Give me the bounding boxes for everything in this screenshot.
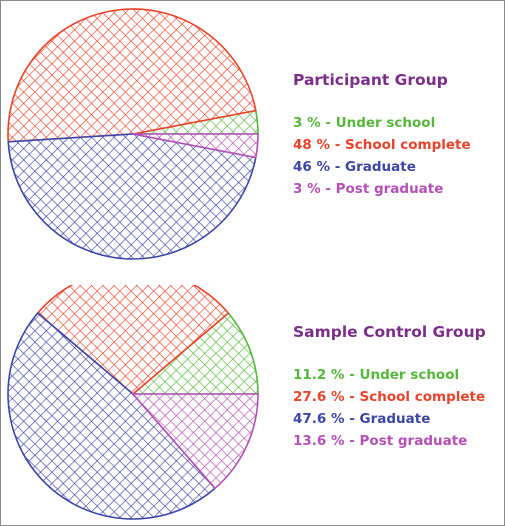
pie-slice-post-graduate: [131, 393, 259, 490]
legend-item-school-complete: 48 % - School complete: [293, 137, 471, 153]
pie-slice-post-graduate: [132, 133, 259, 159]
pie-slice-under-school: [130, 311, 259, 395]
chart-title: Sample Control Group: [293, 323, 486, 341]
participant-group-pie: [7, 8, 259, 260]
pie-slice-graduate: [7, 311, 217, 520]
sample-control-group-legend: Sample Control Group 11.2 % - Under scho…: [293, 323, 486, 452]
chart-title: Participant Group: [293, 71, 448, 89]
legend-item-post-graduate: 3 % - Post graduate: [293, 181, 444, 197]
legend-item-school-complete: 27.6 % - School complete: [293, 389, 486, 405]
legend-item-graduate: 47.6 % - Graduate: [293, 411, 431, 427]
legend-item-graduate: 46 % - Graduate: [293, 159, 416, 175]
legend-item-under-school: 3 % - Under school: [293, 115, 436, 131]
legend-item-post-graduate: 13.6 % - Post graduate: [293, 433, 468, 449]
legend-item-under-school: 11.2 % - Under school: [293, 367, 460, 383]
pie-slice-graduate: [7, 133, 257, 260]
pie-slice-school-complete: [7, 8, 257, 143]
participant-group-legend: Participant Group 3 % - Under school 48 …: [293, 71, 471, 200]
sample-control-group-pie: [7, 285, 259, 520]
pie-slice-school-complete: [36, 285, 230, 396]
